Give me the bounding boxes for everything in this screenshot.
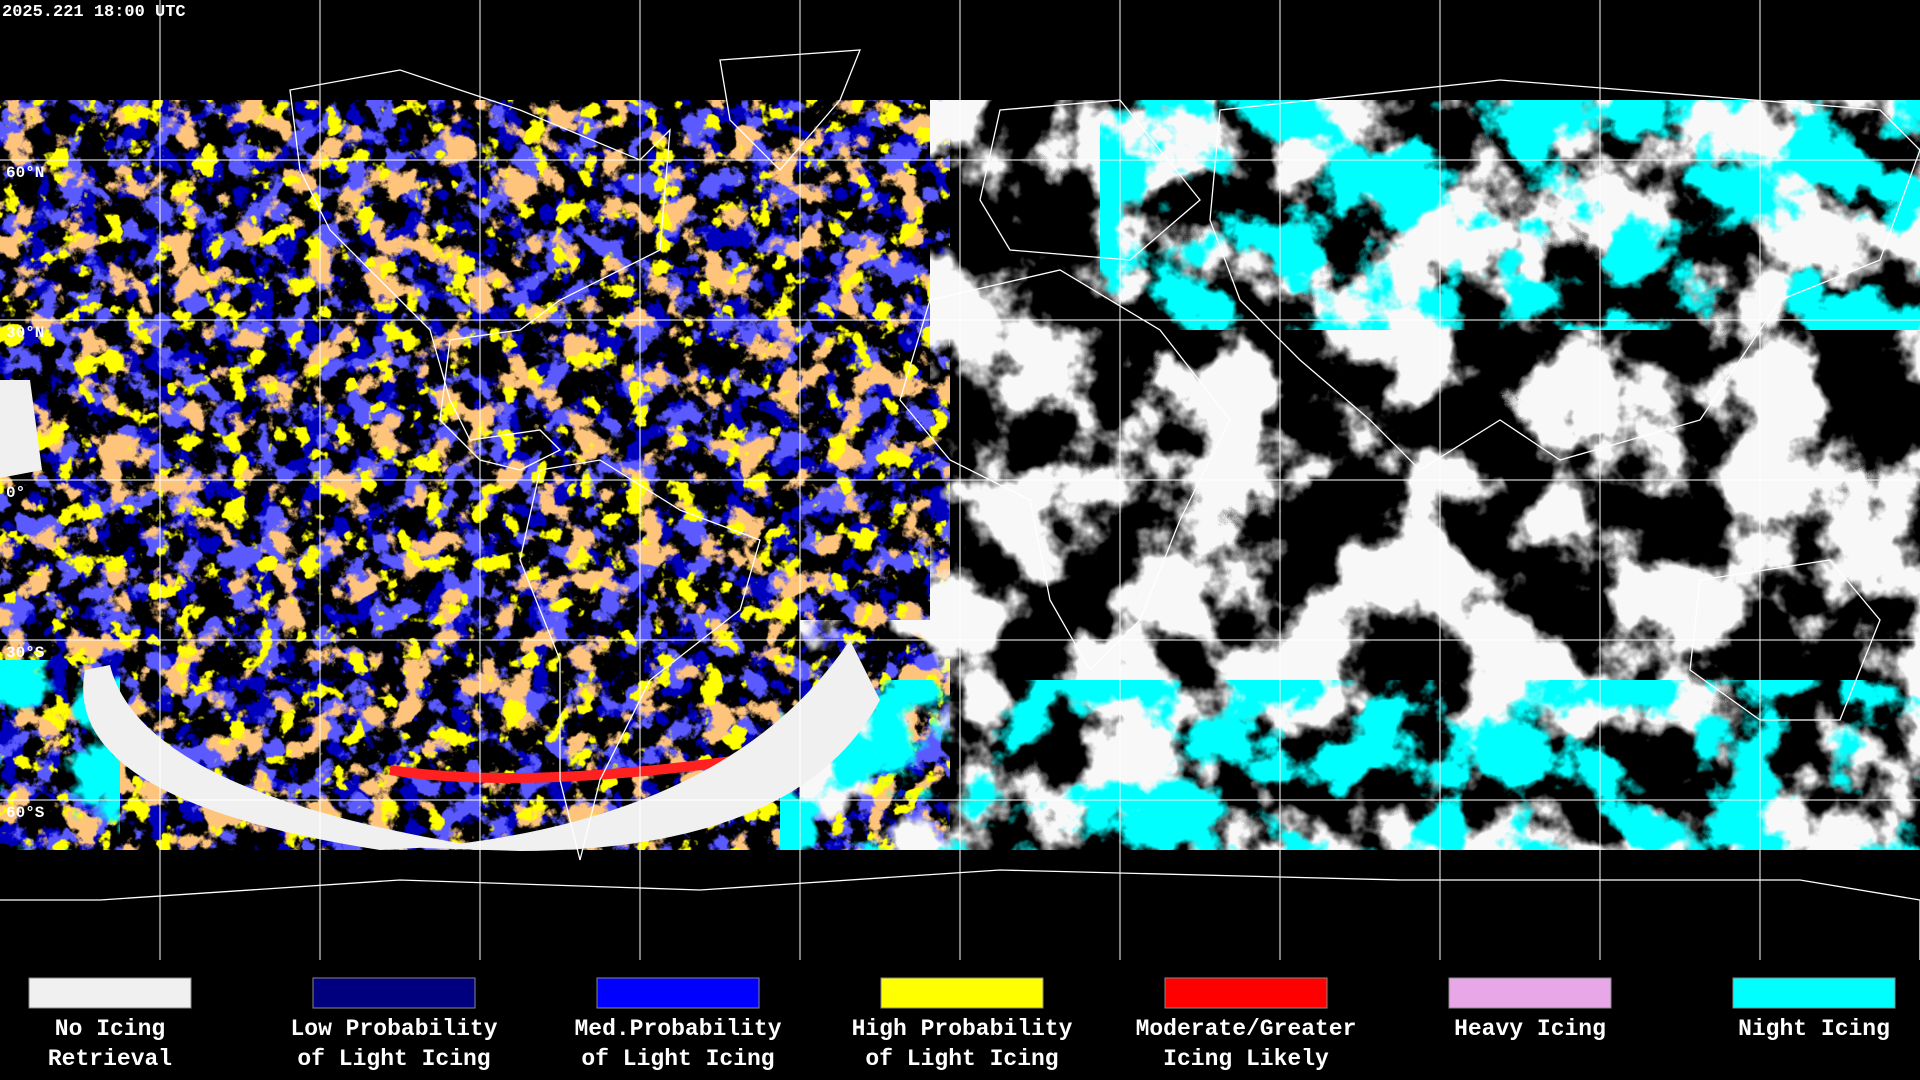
legend-swatch <box>28 977 192 1009</box>
legend-swatch <box>1732 977 1896 1009</box>
legend-label: High Probability <box>852 1016 1073 1042</box>
legend-item: Med.Probability of Light Icing <box>574 977 782 1072</box>
legend-label: Med.Probability <box>574 1016 781 1042</box>
latitude-label: 30°N <box>6 324 44 342</box>
legend-label: of Light Icing <box>297 1046 490 1072</box>
legend-label: No Icing <box>55 1016 165 1042</box>
icing-probability-field <box>0 100 950 850</box>
latitude-label: 60°S <box>6 804 45 822</box>
legend-label: of Light Icing <box>581 1046 774 1072</box>
limb-crescent <box>83 665 470 850</box>
latitude-label: 60°N <box>6 164 44 182</box>
legend-label: Moderate/Greater <box>1136 1016 1357 1042</box>
legend-label: Night Icing <box>1738 1016 1890 1042</box>
legend-item: High Probability of Light Icing <box>852 977 1073 1072</box>
antarctica-coast <box>0 869 1920 960</box>
legend-item: Night Icing <box>1732 977 1896 1042</box>
legend-item: No Icing Retrieval <box>28 977 192 1072</box>
graticule <box>0 0 1920 960</box>
cloud-field <box>0 100 1920 851</box>
legend-label: Heavy Icing <box>1454 1016 1606 1042</box>
legend-swatch <box>596 977 760 1009</box>
night-icing-area-south <box>780 680 1920 850</box>
greenland-coast <box>719 49 861 171</box>
legend-item: Moderate/Greater Icing Likely <box>1136 977 1357 1072</box>
map-labels: 2025.221 18:00 UTC 60°N 30°N 0° 30°S 60°S <box>2 3 186 822</box>
legend-swatch <box>312 977 476 1009</box>
legend-label: of Light Icing <box>865 1046 1058 1072</box>
legend-swatch <box>1448 977 1612 1009</box>
legend-item: Low Probability of Light Icing <box>290 977 498 1072</box>
timestamp: 2025.221 18:00 UTC <box>2 3 186 22</box>
legend: No Icing Retrieval Low Probability of Light… <box>28 977 1896 1072</box>
legend-swatch <box>1164 977 1328 1009</box>
latitude-label: 0° <box>6 484 25 502</box>
night-icing-area <box>1100 100 1920 330</box>
legend-label: Icing Likely <box>1163 1046 1329 1072</box>
south-america-coast <box>519 459 761 861</box>
legend-swatch <box>880 977 1044 1009</box>
limb-edge <box>0 380 42 478</box>
legend-item: Heavy Icing <box>1448 977 1612 1042</box>
latitude-label: 30°S <box>6 644 45 662</box>
moderate-icing-band <box>389 755 741 783</box>
australia-coast <box>1689 559 1881 721</box>
limb-crescent <box>420 640 880 851</box>
legend-label: Retrieval <box>48 1046 172 1072</box>
legend-label: Low Probability <box>290 1016 497 1042</box>
